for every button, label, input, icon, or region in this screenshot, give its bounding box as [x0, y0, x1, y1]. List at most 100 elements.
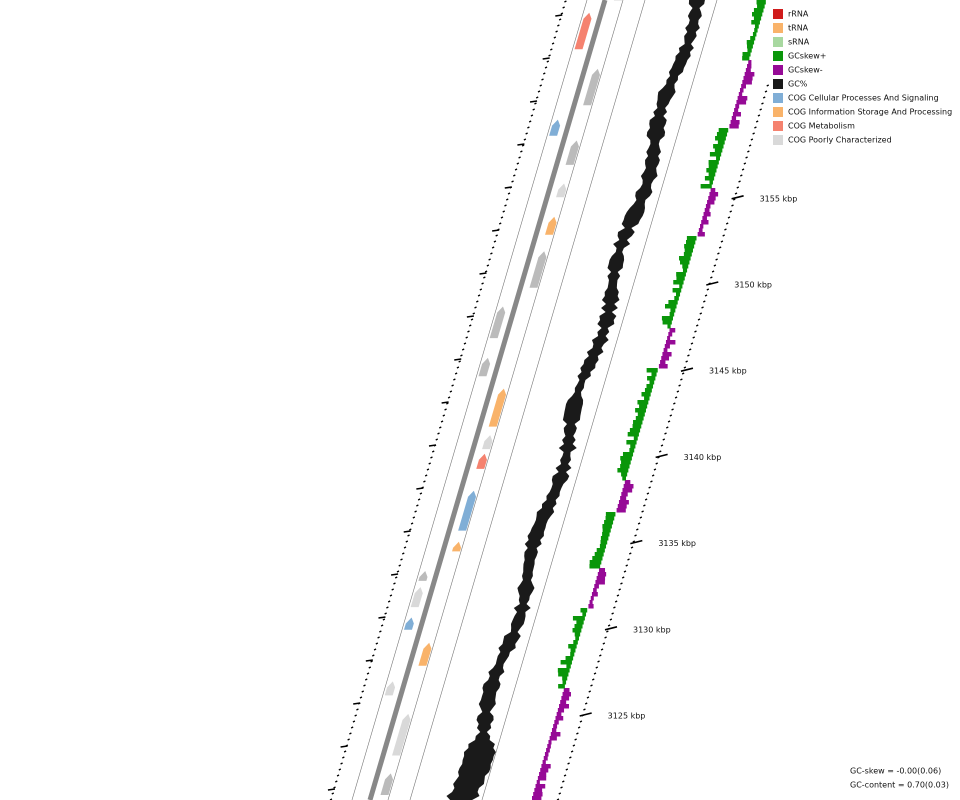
major-tick — [466, 315, 474, 318]
gc-skew-pos — [751, 20, 760, 25]
tick-dot — [717, 252, 720, 255]
gc-skew-pos — [754, 24, 759, 29]
major-tick — [604, 626, 618, 631]
tick-label: 3130 kbp — [633, 625, 671, 634]
major-tick — [529, 100, 538, 103]
gc-skew-pos — [602, 528, 611, 533]
major-tick — [555, 14, 563, 17]
gc-skew-pos — [668, 300, 678, 305]
gc-skew-pos — [644, 388, 652, 393]
gc-skew-pos — [686, 240, 696, 245]
gc-skew-pos — [599, 544, 607, 549]
tick-dot — [384, 612, 387, 615]
tick-dot — [426, 468, 430, 471]
gc-skew-neg — [709, 192, 719, 197]
tick-dot — [419, 492, 423, 495]
gc-skew-pos — [742, 56, 750, 61]
gc-skew-neg — [560, 700, 567, 705]
gc-skew-neg — [539, 772, 547, 777]
tick-dot — [593, 672, 597, 675]
gc-skew-neg — [621, 492, 628, 497]
tick-dot — [409, 528, 412, 531]
tick-dot — [546, 60, 550, 63]
gc-skew-neg — [616, 508, 626, 513]
gc-skew-neg — [537, 776, 547, 781]
gc-skew-pos — [604, 520, 614, 525]
gene — [482, 435, 493, 450]
gc-skew-pos — [620, 464, 630, 469]
gene — [583, 68, 601, 106]
tick-dot — [584, 702, 588, 705]
tick-dot — [665, 426, 669, 429]
gc-skew-pos — [602, 524, 612, 529]
gc-skew-pos — [709, 152, 722, 157]
gc-skew-neg — [701, 220, 709, 225]
guide-line — [481, 0, 718, 800]
tick-label: 3135 kbp — [658, 539, 696, 548]
tick-dot — [520, 150, 523, 153]
tick-dot — [331, 792, 335, 795]
gc-skew-pos — [646, 384, 654, 389]
tick-dot — [525, 132, 528, 135]
gc-skew-pos — [752, 32, 757, 37]
tick-dot — [504, 204, 507, 207]
gc-skew-pos — [596, 548, 605, 553]
gc-skew-pos — [621, 460, 631, 465]
tick-dot — [479, 288, 483, 291]
major-tick — [504, 186, 512, 189]
gene — [452, 541, 462, 552]
tick-dot — [495, 234, 498, 237]
gene — [574, 12, 592, 50]
tick-dot — [757, 114, 761, 117]
tick-dot — [405, 540, 409, 543]
tick-dot — [514, 168, 518, 171]
tick-dot — [738, 180, 741, 183]
tick-dot — [468, 324, 472, 327]
gc-skew-pos — [594, 552, 604, 557]
major-tick — [428, 444, 437, 447]
gc-skew-neg — [557, 708, 565, 713]
tick-dot — [375, 642, 379, 645]
gene — [384, 681, 396, 696]
gc-skew-pos — [572, 628, 582, 633]
gc-skew-neg — [729, 124, 739, 129]
tick-dot — [398, 564, 402, 567]
tick-dot — [391, 588, 394, 591]
major-tick — [706, 281, 719, 286]
gene — [488, 388, 507, 427]
tick-dot — [463, 342, 467, 345]
tick-dot — [449, 390, 453, 393]
gc-skew-neg — [734, 108, 739, 113]
gene — [549, 119, 561, 136]
tick-label: 3140 kbp — [684, 453, 722, 462]
tick-dot — [537, 90, 541, 93]
gc-skew-neg — [624, 480, 631, 485]
gc-skew-pos — [637, 412, 645, 417]
gc-skew-neg — [665, 340, 676, 345]
tick-dot — [550, 48, 553, 51]
legend-label: GC% — [788, 80, 808, 89]
gc-skew-neg — [737, 96, 748, 101]
tick-dot — [470, 318, 474, 321]
tick-dot — [438, 426, 442, 429]
tick-dot — [350, 726, 354, 729]
tick-dot — [678, 384, 681, 387]
gc-skew-neg — [705, 204, 711, 209]
major-tick — [353, 702, 361, 705]
gc-skew-neg — [738, 92, 743, 97]
tick-dot — [518, 156, 521, 159]
gc-skew-neg — [554, 720, 559, 725]
tick-dot — [563, 774, 567, 777]
gene — [478, 357, 491, 377]
gc-skew-neg — [747, 64, 752, 69]
tick-dot — [347, 738, 350, 741]
tick-dot — [606, 630, 609, 633]
tick-dot — [451, 384, 454, 387]
tick-dot — [359, 696, 363, 699]
major-tick — [365, 659, 373, 662]
tick-dot — [377, 636, 380, 639]
tick-dot — [387, 600, 391, 603]
tick-dot — [502, 210, 506, 213]
gc-skew-pos — [629, 448, 635, 453]
tick-dot — [729, 210, 733, 213]
